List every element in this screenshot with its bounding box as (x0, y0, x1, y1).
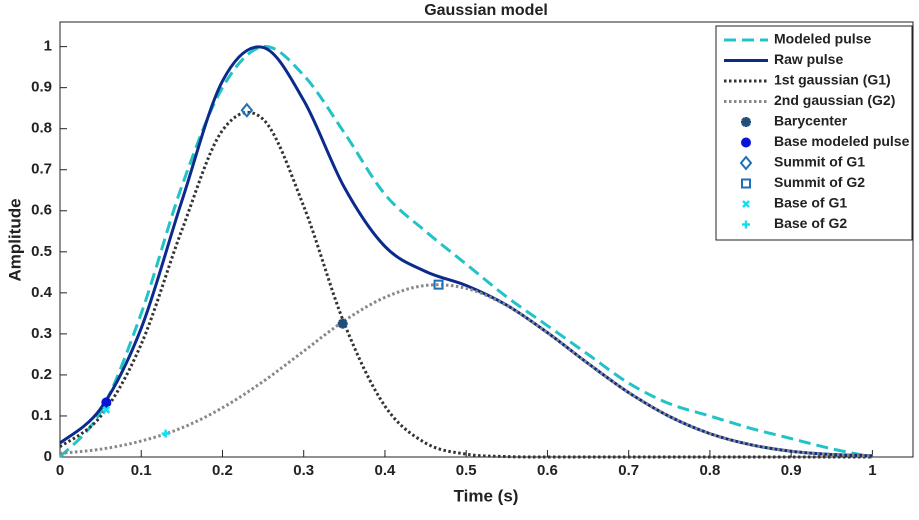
legend-label: Base modeled pulse (774, 133, 910, 149)
series-line (59, 110, 873, 459)
marker (240, 102, 254, 118)
legend-label: 2nd gaussian (G2) (774, 92, 895, 108)
series-line (59, 45, 873, 458)
legend-label: 1st gaussian (G1) (774, 72, 891, 88)
marker (161, 429, 170, 438)
plot-area (59, 21, 914, 458)
y-tick-label: 0.4 (31, 284, 53, 301)
x-tick-label: 0.1 (131, 462, 152, 479)
x-tick-label: 0.5 (456, 462, 477, 479)
legend-swatch (741, 137, 751, 148)
y-tick-label: 0.9 (31, 79, 52, 96)
marker (102, 405, 111, 414)
legend-swatch (742, 200, 750, 208)
x-axis-label: Time (s) (454, 486, 519, 505)
legend-swatch (741, 117, 751, 127)
x-tick-label: 0.4 (375, 462, 397, 479)
chart-title: Gaussian model (424, 2, 548, 19)
legend-swatch (742, 220, 750, 229)
x-tick-label: 0.2 (212, 462, 233, 479)
legend-swatch (741, 178, 751, 189)
marker (337, 318, 348, 329)
y-tick-label: 0.7 (31, 161, 52, 178)
legend: Modeled pulse Raw pulse 1st gaussian (G1) 2… (715, 25, 913, 241)
y-tick-label: 0.6 (31, 202, 52, 219)
y-tick-label: 0.2 (31, 366, 52, 383)
y-tick-label: 0.1 (31, 407, 52, 424)
x-tick-label: 0.7 (618, 462, 639, 479)
y-tick-label: 0 (44, 448, 52, 465)
y-axis-label: Amplitude (5, 198, 24, 281)
legend-label: Base of G1 (774, 195, 847, 211)
x-tick-label: 0.3 (293, 462, 314, 479)
legend-label: Summit of G2 (774, 174, 865, 190)
marker (433, 279, 444, 290)
legend-swatch (739, 155, 753, 171)
y-tick-label: 0.8 (31, 120, 52, 137)
marker (101, 397, 112, 408)
y-tick-label: 1 (44, 38, 52, 55)
x-tick-label: 0.8 (699, 462, 720, 479)
legend-label: Base of G2 (774, 215, 847, 231)
legend-label: Barycenter (774, 113, 848, 129)
legend-label: Raw pulse (774, 51, 843, 67)
x-tick-label: 0.6 (537, 462, 558, 479)
x-tick-label: 1 (868, 462, 876, 479)
legend-label: Modeled pulse (774, 31, 871, 47)
legend-label: Summit of G1 (774, 154, 865, 170)
y-tick-label: 0.5 (31, 243, 52, 260)
x-tick-label: 0.9 (781, 462, 802, 479)
series-line (58, 45, 873, 459)
y-tick-label: 0.3 (31, 325, 52, 342)
series-line (59, 283, 873, 458)
x-tick-label: 0 (56, 462, 64, 479)
